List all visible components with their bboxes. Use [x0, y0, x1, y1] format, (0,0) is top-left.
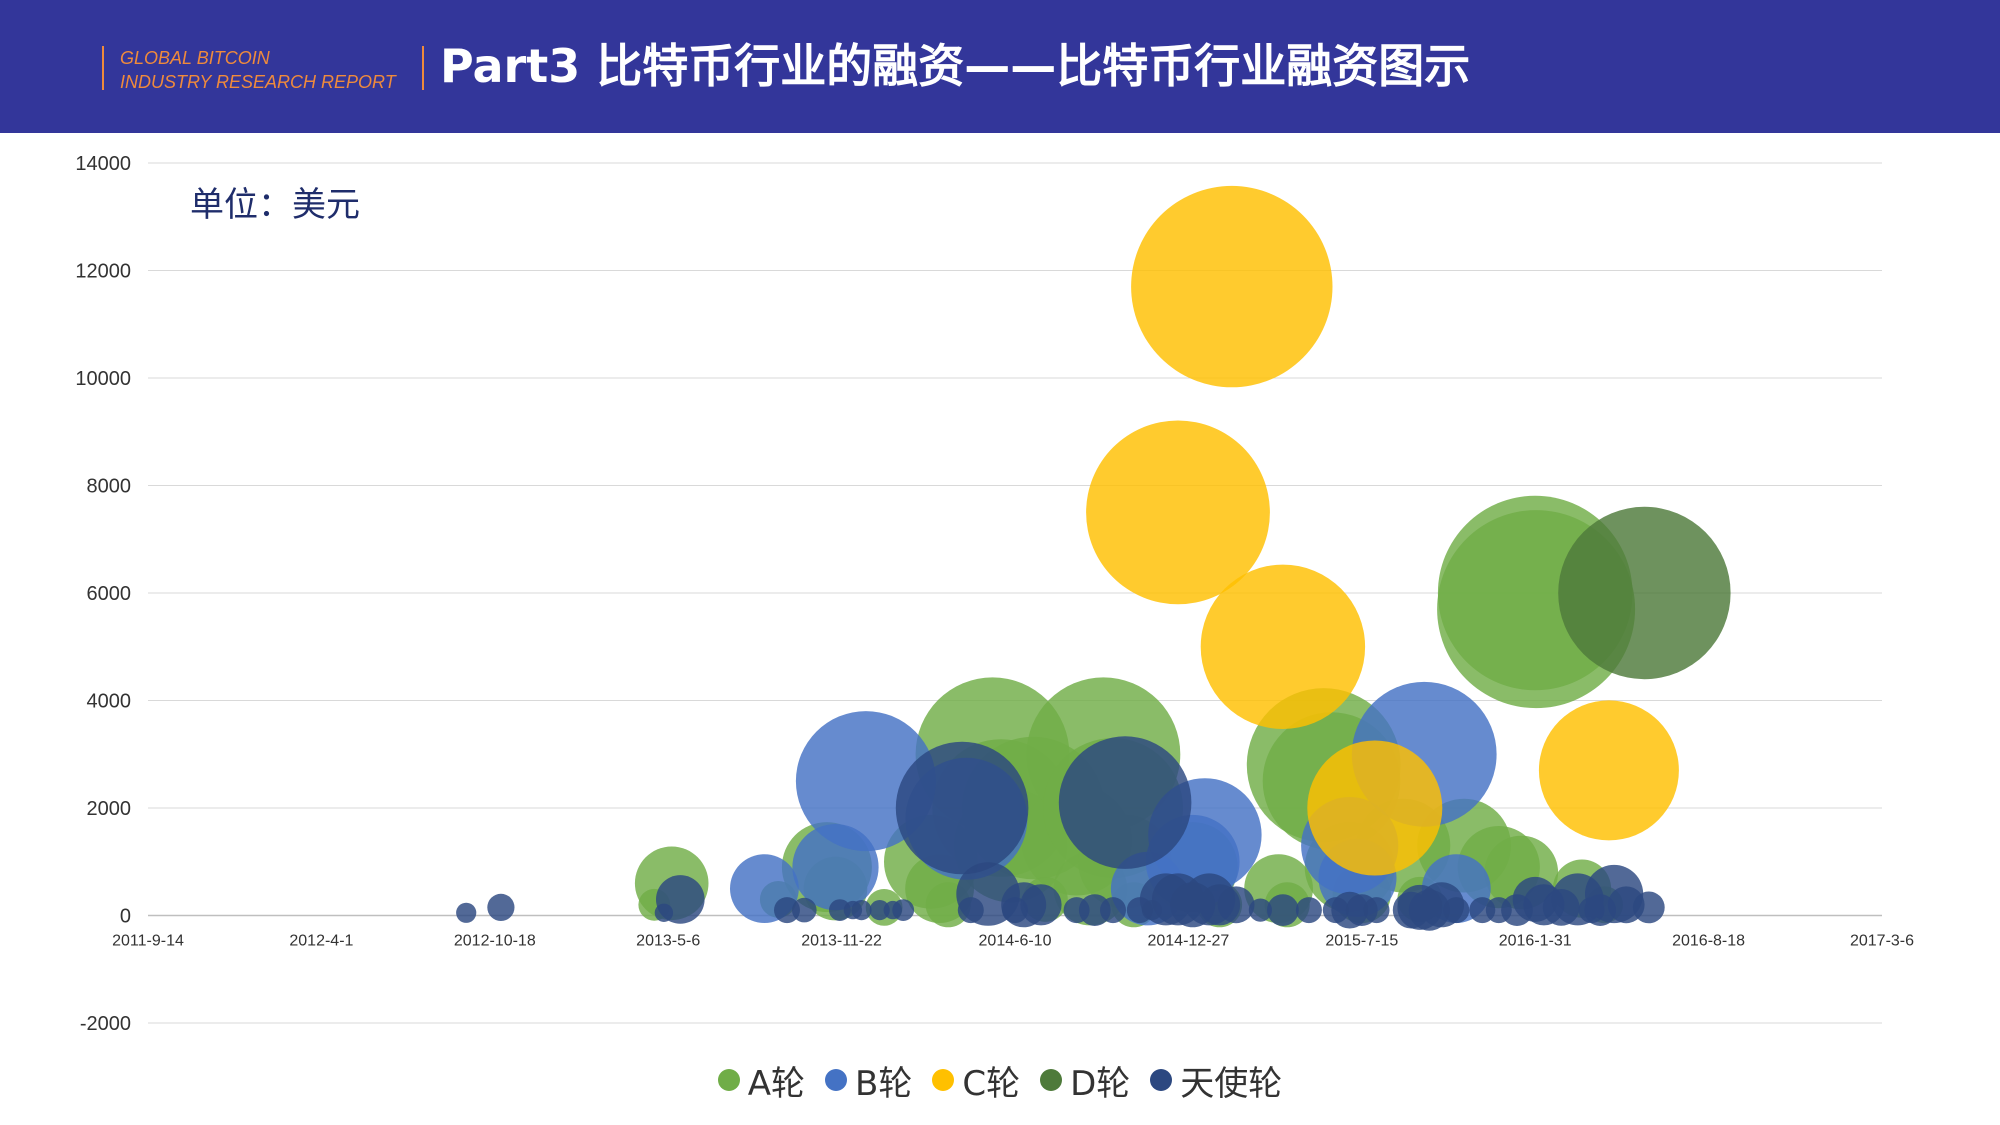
x-tick-label: 2016-1-31: [1499, 933, 1572, 950]
bubble-point series-4: [1058, 736, 1192, 869]
report-tag-line1: GLOBAL BITCOIN: [120, 48, 270, 68]
bubble-point series-2: [1086, 420, 1270, 605]
bubble-point series-4: [851, 900, 872, 921]
legend-marker: [1150, 1069, 1173, 1091]
bubble-point series-4: [892, 899, 915, 921]
x-tick-label: 2012-4-1: [289, 933, 353, 950]
bubble-point series-4: [1217, 886, 1255, 924]
bubble-point series-4: [792, 897, 817, 923]
x-axis-ticks: 2011-9-14 2012-4-1 2012-10-18 2013-5-6 2013-…: [112, 933, 1914, 950]
x-tick-label: 2017-3-6: [1850, 933, 1914, 950]
y-tick-label: 12000: [75, 261, 131, 283]
x-tick-label: 2014-6-10: [979, 933, 1052, 950]
legend-label: D轮: [1070, 1063, 1131, 1104]
bubble-point series-2: [1307, 740, 1443, 876]
bubble-point series-4: [1248, 898, 1272, 922]
x-tick-label: 2012-10-18: [454, 933, 536, 950]
legend-marker: [1040, 1069, 1063, 1091]
legend-item: A轮: [717, 1056, 805, 1105]
legend-label: B轮: [855, 1063, 913, 1104]
bubble-point series-4: [1632, 891, 1665, 924]
header-divider: [422, 46, 424, 90]
header-banner: GLOBAL BITCOIN INDUSTRY RESEARCH REPORT …: [0, 0, 2000, 133]
x-tick-label: 2013-11-22: [801, 933, 882, 950]
legend-item: 天使轮: [1150, 1056, 1282, 1105]
bubble-point series-2: [1131, 185, 1333, 388]
y-axis-ticks: -2000 0 2000 4000 6000 8000 10000 12000 14000: [75, 153, 131, 1035]
legend-label: 天使轮: [1180, 1063, 1283, 1104]
legend-label: C轮: [962, 1063, 1021, 1104]
bubble-point series-4: [1100, 897, 1126, 924]
report-tag: GLOBAL BITCOIN INDUSTRY RESEARCH REPORT: [102, 46, 396, 92]
chart-legend: A轮 B轮 C轮 D轮 天使轮: [0, 1055, 2000, 1105]
bubble-point series-4: [895, 741, 1029, 875]
y-tick-label: 6000: [87, 583, 132, 605]
bubble-point series-4: [829, 899, 851, 921]
legend-item: C轮: [932, 1056, 1020, 1105]
bubble-chart: -2000 0 2000 4000 6000 8000 10000 12000 14000 20…: [75, 153, 1914, 1035]
bubble-point series-4: [1267, 894, 1299, 926]
y-tick-label: 4000: [87, 691, 132, 713]
y-tick-label: 10000: [75, 368, 131, 390]
legend-marker: [717, 1069, 740, 1091]
bubble-point series-2: [1538, 700, 1679, 841]
y-tick-label: 0: [120, 906, 131, 928]
legend-item: B轮: [825, 1056, 912, 1105]
page-title: Part3 比特币行业的融资——比特币行业融资图示: [440, 39, 1471, 93]
bubble-point series-4: [1443, 897, 1470, 924]
bubble-point series-4: [1020, 884, 1062, 926]
x-tick-label: 2011-9-14: [112, 933, 184, 950]
x-tick-label: 2015-7-15: [1325, 933, 1398, 950]
bubble-point series-4: [487, 893, 515, 922]
bubble-point series-4: [869, 900, 890, 921]
legend-item: D轮: [1040, 1056, 1130, 1105]
y-tick-label: 8000: [87, 476, 132, 498]
x-tick-label: 2014-12-27: [1147, 933, 1229, 950]
y-tick-label: 2000: [87, 798, 132, 820]
x-tick-label: 2016-8-18: [1672, 933, 1745, 950]
y-tick-label: 14000: [75, 153, 131, 175]
bubble-point series-2: [1200, 564, 1366, 729]
chart-bubbles: [456, 185, 1731, 931]
bubble-point series-4: [1363, 897, 1390, 924]
bubble-point series-4: [456, 902, 477, 923]
bubble-point series-4: [1295, 897, 1322, 924]
bubble-point series-4: [774, 897, 800, 924]
legend-marker: [932, 1069, 955, 1091]
bubble-point series-3: [1558, 506, 1731, 680]
x-tick-label: 2013-5-6: [636, 933, 700, 950]
legend-label: A轮: [747, 1063, 805, 1104]
legend-marker: [825, 1069, 847, 1091]
report-tag-line2: INDUSTRY RESEARCH REPORT: [120, 72, 396, 92]
bubble-point series-4: [656, 875, 705, 924]
unit-label: 单位：美元: [190, 185, 360, 225]
y-tick-label: -2000: [80, 1013, 131, 1035]
